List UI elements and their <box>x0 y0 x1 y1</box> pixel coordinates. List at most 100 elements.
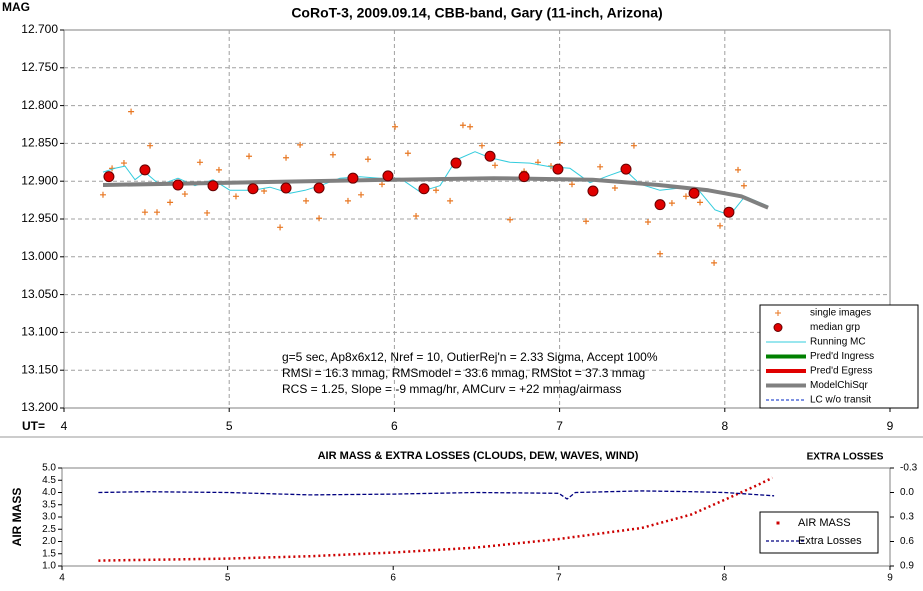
data-point <box>313 182 325 194</box>
data-point <box>329 151 336 158</box>
data-point <box>597 163 604 170</box>
data-point <box>644 219 651 226</box>
data-point <box>277 224 284 231</box>
x-tick-label: 6 <box>390 573 396 584</box>
y-tick-label: 4.0 <box>42 487 56 498</box>
legend-label: ModelChiSqr <box>810 380 868 391</box>
y-tick-label: 12.800 <box>21 98 58 112</box>
x-tick-label: 5 <box>226 419 233 433</box>
data-point <box>688 187 700 199</box>
data-point <box>247 183 259 195</box>
data-point <box>583 218 590 225</box>
y-tick-label: 13.000 <box>21 249 58 263</box>
legend-box <box>759 511 879 554</box>
y2-tick-label: 0.6 <box>900 536 914 547</box>
annotation: RMSi = 16.3 mmag, RMSmodel = 33.6 mmag, … <box>282 366 645 380</box>
data-point <box>103 171 115 183</box>
y-axis-label: AIR MASS <box>10 488 24 547</box>
data-point <box>379 181 386 188</box>
data-point <box>654 199 666 211</box>
data-point <box>358 191 365 198</box>
data-point <box>518 171 530 183</box>
y-tick-label: 3.0 <box>42 512 56 523</box>
y-tick-label: 13.150 <box>21 362 58 376</box>
data-point <box>392 123 399 130</box>
y2-tick-label: 0.0 <box>900 487 914 498</box>
y-tick-label: 5.0 <box>42 463 56 474</box>
legend-label: single images <box>810 308 871 319</box>
data-point <box>548 163 555 170</box>
data-point <box>668 200 675 207</box>
x-tick-label: 8 <box>722 573 728 584</box>
data-point <box>215 166 222 173</box>
data-point <box>283 154 290 161</box>
data-point <box>139 164 151 176</box>
data-point <box>232 193 239 200</box>
data-point <box>404 150 411 157</box>
y-tick-label: 1.5 <box>42 548 56 559</box>
y-tick-label: 12.750 <box>21 60 58 74</box>
data-point <box>181 191 188 198</box>
data-point <box>418 183 430 195</box>
data-point <box>141 209 148 216</box>
y-tick-label: 12.700 <box>21 22 58 36</box>
data-point <box>556 139 563 146</box>
data-point <box>459 122 466 129</box>
data-point <box>433 187 440 194</box>
legend-label: Pred'd Egress <box>810 366 873 377</box>
data-point <box>450 157 462 169</box>
legend-symbol <box>776 521 780 525</box>
chart-title: AIR MASS & EXTRA LOSSES (CLOUDS, DEW, WA… <box>318 450 639 462</box>
data-point <box>172 179 184 191</box>
legend-label: Running MC <box>810 337 866 348</box>
legend-label: Extra Losses <box>798 535 862 547</box>
data-point <box>717 222 724 229</box>
data-point <box>207 180 219 192</box>
x-tick-label: 4 <box>59 573 65 584</box>
y2-tick-label: -0.3 <box>900 463 918 474</box>
data-point <box>484 150 496 162</box>
y-tick-label: 2.5 <box>42 524 56 535</box>
legend-label: AIR MASS <box>798 517 851 529</box>
data-point <box>344 197 351 204</box>
data-point <box>478 142 485 149</box>
data-point <box>347 172 359 184</box>
data-point <box>120 160 127 167</box>
data-point <box>492 162 499 169</box>
legend-label: Pred'd Ingress <box>810 351 874 362</box>
y-tick-label: 4.5 <box>42 475 56 486</box>
data-point <box>723 206 735 218</box>
data-point <box>128 108 135 115</box>
data-point <box>154 209 161 216</box>
data-point <box>167 199 174 206</box>
annotation: g=5 sec, Ap8x6x12, Nref = 10, OutierRej'… <box>282 350 658 364</box>
data-point <box>196 159 203 166</box>
x-tick-label: 8 <box>721 419 728 433</box>
data-point <box>382 170 394 182</box>
data-point <box>735 166 742 173</box>
x-axis-label: UT= <box>22 419 45 433</box>
y-axis-label: MAG <box>2 0 30 14</box>
y-tick-label: 13.200 <box>21 400 58 414</box>
data-point <box>303 197 310 204</box>
data-point <box>630 142 637 149</box>
data-point <box>711 259 718 266</box>
y-tick-label: 12.950 <box>21 211 58 225</box>
data-point <box>280 182 292 194</box>
data-point <box>297 141 304 148</box>
x-tick-label: 7 <box>556 573 562 584</box>
data-point <box>204 209 211 216</box>
x-tick-label: 4 <box>61 419 68 433</box>
x-tick-label: 9 <box>887 419 894 433</box>
data-point <box>99 191 106 198</box>
y-tick-label: 12.850 <box>21 136 58 150</box>
data-point <box>447 197 454 204</box>
x-tick-label: 9 <box>887 573 893 584</box>
data-point <box>568 181 575 188</box>
legend-label: median grp <box>810 322 860 333</box>
y2-tick-label: 0.9 <box>900 561 914 572</box>
data-point <box>246 153 253 160</box>
data-point <box>611 185 618 192</box>
plot-area <box>61 467 891 567</box>
